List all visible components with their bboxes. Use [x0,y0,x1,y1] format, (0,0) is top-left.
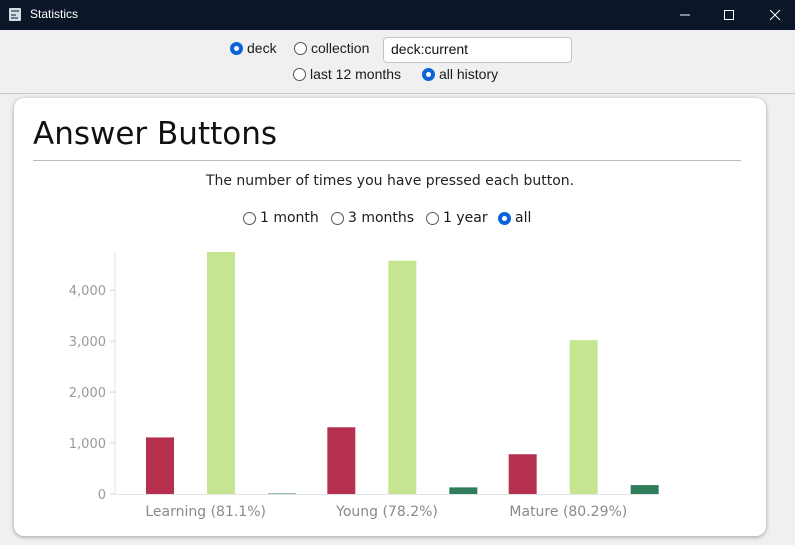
answer-buttons-chart: 0 1,000 2,000 3,000 4,000 Learning (81.1%) You… [69,252,659,520]
title-divider [33,160,741,161]
answer-buttons-card: Answer Buttons The number of times you h… [14,98,766,536]
x-tick-label: Young (78.2%) [335,504,438,520]
scope-collection-radio[interactable]: collection [294,40,369,56]
range-option-label: 1 month [260,210,319,226]
radio-indicator [422,67,435,81]
good-bar [207,252,235,494]
range-option-label: 1 year [443,210,488,226]
radio-indicator [230,41,243,55]
easy-bar [630,485,659,494]
period-all-history-radio[interactable]: all history [422,66,498,82]
range-1-year-radio[interactable]: 1 year [426,210,488,226]
range-3-months-radio[interactable]: 3 months [331,210,414,226]
y-tick-label: 3,000 [69,335,106,350]
again-bar [146,437,174,494]
stats-options-bar: deck collection deck:current last 12 mon… [0,30,795,94]
easy-bar [449,487,478,494]
scope-collection-label: collection [311,40,370,56]
range-option-label: 3 months [348,210,415,226]
minimize-icon [680,14,690,16]
y-tick-label: 0 [98,488,106,503]
period-last12-radio[interactable]: last 12 months [293,66,401,82]
window-title: Statistics [30,7,79,21]
card-title: Answer Buttons [33,116,278,152]
good-bar [388,260,417,494]
x-tick-label: Learning (81.1%) [145,504,266,520]
y-tick-label: 1,000 [69,437,106,452]
radio-indicator [293,67,306,81]
range-1-month-radio[interactable]: 1 month [243,210,319,226]
radio-indicator [331,211,344,225]
radio-indicator [294,41,307,55]
app-icon [9,8,21,21]
period-last12-label: last 12 months [310,66,402,82]
range-all-radio[interactable]: all [498,210,531,226]
close-button[interactable] [752,0,795,30]
again-bar [508,454,537,494]
radio-indicator [426,211,439,225]
window-titlebar: Statistics [0,0,795,30]
period-all-history-label: all history [439,66,499,82]
y-tick-label: 4,000 [69,284,106,299]
radio-indicator [243,211,256,225]
maximize-icon [724,10,734,20]
range-option-label: all [515,210,532,226]
x-tick-label: Mature (80.29%) [509,504,627,520]
maximize-button[interactable] [706,0,752,30]
y-tick-label: 2,000 [69,386,106,401]
easy-bar [268,493,296,494]
again-bar [327,427,356,494]
card-subtitle: The number of times you have pressed eac… [205,173,575,189]
radio-indicator [498,211,511,225]
scope-deck-radio[interactable]: deck [230,40,277,56]
search-input[interactable]: deck:current [383,37,572,63]
minimize-button[interactable] [662,0,708,30]
good-bar [569,340,598,494]
scope-deck-label: deck [247,40,277,56]
close-icon [769,9,781,21]
